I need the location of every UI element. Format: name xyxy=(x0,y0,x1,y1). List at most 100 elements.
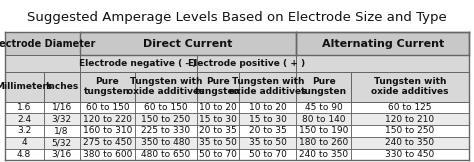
Text: 1/8: 1/8 xyxy=(55,127,69,135)
Text: 150 to 250: 150 to 250 xyxy=(385,127,435,135)
Bar xyxy=(296,72,351,102)
Text: 3.2: 3.2 xyxy=(17,127,31,135)
Text: 20 to 35: 20 to 35 xyxy=(199,127,237,135)
Bar xyxy=(80,125,135,137)
Bar xyxy=(296,149,351,160)
Bar xyxy=(5,32,80,55)
Text: 4.8: 4.8 xyxy=(17,150,31,159)
Bar xyxy=(5,149,44,160)
Text: Millimeters: Millimeters xyxy=(0,82,53,91)
Bar xyxy=(239,102,296,113)
Bar xyxy=(197,137,239,149)
Bar xyxy=(80,32,296,55)
Bar xyxy=(135,137,197,149)
Text: 35 to 50: 35 to 50 xyxy=(199,138,237,147)
Text: 275 to 450: 275 to 450 xyxy=(83,138,132,147)
Bar xyxy=(296,125,351,137)
Text: 225 to 330: 225 to 330 xyxy=(141,127,191,135)
Text: 50 to 70: 50 to 70 xyxy=(249,150,287,159)
Bar xyxy=(197,102,239,113)
Bar xyxy=(239,113,296,125)
Text: 60 to 125: 60 to 125 xyxy=(388,103,432,112)
Text: 60 to 150: 60 to 150 xyxy=(85,103,129,112)
Bar xyxy=(351,102,469,113)
Bar xyxy=(5,55,80,72)
Text: 180 to 260: 180 to 260 xyxy=(299,138,348,147)
Text: 15 to 30: 15 to 30 xyxy=(199,115,237,124)
Text: 5/32: 5/32 xyxy=(52,138,72,147)
Bar xyxy=(135,125,197,137)
Bar xyxy=(239,72,296,102)
Text: 4: 4 xyxy=(21,138,27,147)
Bar xyxy=(80,55,197,72)
Text: Electrode positive ( + ): Electrode positive ( + ) xyxy=(188,59,305,68)
Text: 80 to 140: 80 to 140 xyxy=(302,115,345,124)
Text: 60 to 150: 60 to 150 xyxy=(144,103,188,112)
Text: Electrode Diameter: Electrode Diameter xyxy=(0,39,95,49)
Text: 10 to 20: 10 to 20 xyxy=(199,103,237,112)
Bar xyxy=(80,137,135,149)
Text: Suggested Amperage Levels Based on Electrode Size and Type: Suggested Amperage Levels Based on Elect… xyxy=(27,11,447,23)
Bar xyxy=(296,137,351,149)
Text: 240 to 350: 240 to 350 xyxy=(385,138,435,147)
Text: 1/16: 1/16 xyxy=(52,103,72,112)
Text: 120 to 210: 120 to 210 xyxy=(385,115,435,124)
Bar xyxy=(239,137,296,149)
Text: Direct Current: Direct Current xyxy=(143,39,233,49)
Text: Pure
tungsten: Pure tungsten xyxy=(301,77,346,96)
Bar xyxy=(351,149,469,160)
Bar xyxy=(351,113,469,125)
Text: Tungsten with
oxide additives: Tungsten with oxide additives xyxy=(127,77,205,96)
Text: 480 to 650: 480 to 650 xyxy=(141,150,191,159)
Bar xyxy=(135,72,197,102)
Text: 2.4: 2.4 xyxy=(17,115,31,124)
Text: 1.6: 1.6 xyxy=(17,103,31,112)
Bar xyxy=(80,149,135,160)
Text: Tungsten with
oxide additives: Tungsten with oxide additives xyxy=(371,77,449,96)
Bar xyxy=(80,113,135,125)
Bar xyxy=(44,149,80,160)
Text: 350 to 480: 350 to 480 xyxy=(141,138,191,147)
Bar xyxy=(5,125,44,137)
Bar xyxy=(197,149,239,160)
Bar xyxy=(197,55,296,72)
Bar xyxy=(135,113,197,125)
Text: 120 to 220: 120 to 220 xyxy=(83,115,132,124)
Bar xyxy=(239,149,296,160)
Bar xyxy=(351,125,469,137)
Bar xyxy=(197,113,239,125)
Bar xyxy=(296,32,469,55)
Bar xyxy=(197,72,239,102)
Text: 150 to 190: 150 to 190 xyxy=(299,127,348,135)
Bar xyxy=(44,72,80,102)
Text: 20 to 35: 20 to 35 xyxy=(249,127,287,135)
Text: 150 to 250: 150 to 250 xyxy=(141,115,191,124)
Bar xyxy=(5,113,44,125)
Text: 10 to 20: 10 to 20 xyxy=(249,103,287,112)
Bar xyxy=(135,102,197,113)
Bar xyxy=(5,102,44,113)
Bar xyxy=(80,102,135,113)
Text: Electrode negative ( - ): Electrode negative ( - ) xyxy=(80,59,197,68)
Text: 3/16: 3/16 xyxy=(52,150,72,159)
Text: 3/32: 3/32 xyxy=(52,115,72,124)
Bar xyxy=(44,113,80,125)
Text: Pure
tungsten: Pure tungsten xyxy=(195,77,241,96)
Bar xyxy=(44,137,80,149)
Text: 15 to 30: 15 to 30 xyxy=(249,115,287,124)
Text: 160 to 310: 160 to 310 xyxy=(82,127,132,135)
Bar xyxy=(44,102,80,113)
Text: 35 to 50: 35 to 50 xyxy=(249,138,287,147)
Text: 240 to 350: 240 to 350 xyxy=(299,150,348,159)
Bar xyxy=(351,72,469,102)
Bar xyxy=(44,125,80,137)
Bar xyxy=(239,125,296,137)
Bar xyxy=(351,137,469,149)
Text: Inches: Inches xyxy=(45,82,78,91)
Text: 380 to 600: 380 to 600 xyxy=(82,150,132,159)
Bar xyxy=(80,72,135,102)
Text: 50 to 70: 50 to 70 xyxy=(199,150,237,159)
Text: 45 to 90: 45 to 90 xyxy=(305,103,342,112)
Bar xyxy=(296,55,469,72)
Bar xyxy=(5,137,44,149)
